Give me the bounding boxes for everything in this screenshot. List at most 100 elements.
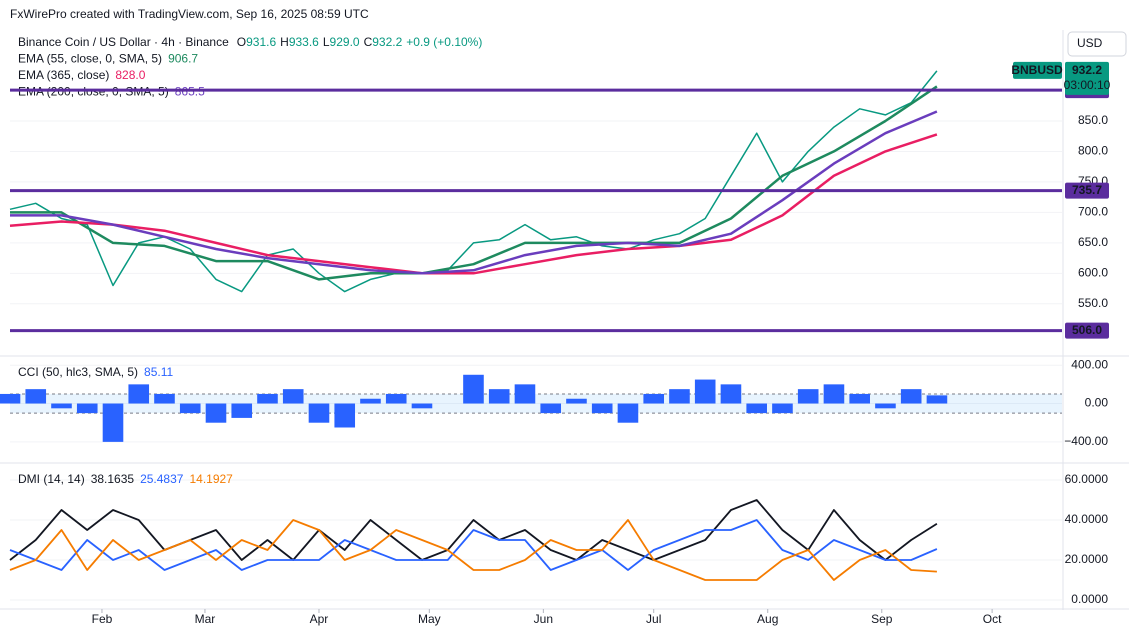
x-tick-label: Sep [871, 612, 893, 626]
y-tick-label: 650.0 [1078, 235, 1108, 249]
series-line [9, 133, 938, 275]
bar [385, 393, 407, 404]
ohlc-prefix: L [323, 35, 330, 49]
bar [900, 389, 922, 404]
bar [231, 403, 253, 418]
bar [540, 403, 562, 414]
y-tick-label: 0.0000 [1071, 592, 1108, 606]
y-tick-label: 550.0 [1078, 296, 1108, 310]
bar [720, 384, 742, 404]
bar [617, 403, 639, 423]
bar [51, 403, 72, 409]
bar [746, 403, 767, 414]
y-tick-label: 400.00 [1071, 357, 1108, 371]
bar [849, 393, 870, 404]
currency-box[interactable] [1067, 31, 1127, 57]
series-line [9, 519, 938, 571]
symbol-tag [1013, 61, 1062, 79]
attribution: FxWirePro created with TradingView.com, … [10, 7, 369, 21]
legend-title: CCI (50, hlc3, SMA, 5) 85.11 [18, 365, 174, 379]
bar [797, 389, 819, 404]
legend-value: 906.7 [168, 52, 198, 66]
legend-name: EMA (365, close) [18, 68, 109, 82]
bar [308, 403, 330, 423]
legend-value: 865.5 [175, 85, 205, 99]
bar [282, 389, 304, 404]
level-label: 506.0 [1072, 323, 1102, 337]
bar [257, 393, 278, 404]
ohlc-prefix: H [280, 35, 289, 49]
bar [360, 398, 381, 404]
y-tick-label: 700.0 [1078, 205, 1108, 219]
legend-value: 85.11 [144, 365, 173, 379]
bar [334, 403, 356, 428]
y-tick-label: 60.0000 [1065, 472, 1109, 486]
bar [411, 403, 433, 409]
y-tick-label: 0.00 [1085, 396, 1109, 410]
bar [772, 403, 793, 414]
ohlc-value: 933.6 [289, 35, 319, 49]
bar [0, 393, 21, 404]
x-tick-label: Aug [757, 612, 778, 626]
legend-title: DMI (14, 14) 38.1635 25.4837 14.1927 [18, 472, 233, 486]
change: +0.9 (+0.10%) [406, 35, 482, 49]
x-tick-label: Jul [646, 612, 661, 626]
legend-value: 25.4837 [140, 472, 184, 486]
bar [179, 403, 201, 414]
legend-title: Binance Coin / US Dollar · 4h · Binance O… [18, 35, 482, 49]
title: Binance Coin / US Dollar · 4h · Binance [18, 35, 229, 49]
level-tag [1065, 182, 1109, 199]
bar [488, 389, 510, 404]
y-tick-label: 600.0 [1078, 266, 1108, 280]
bar [154, 393, 175, 404]
y-tick-label: 850.0 [1078, 113, 1108, 127]
legend-entry: EMA (200, close, 0, SMA, 5) 865.5 [18, 85, 205, 99]
x-tick-label: Feb [92, 612, 113, 626]
bar [205, 403, 227, 423]
title: CCI (50, hlc3, SMA, 5) [18, 365, 138, 379]
legend-name: EMA (200, close, 0, SMA, 5) [18, 85, 169, 99]
bar [875, 403, 896, 409]
bar [76, 403, 98, 414]
level-label: 735.7 [1072, 183, 1102, 197]
ohlc-prefix: C [364, 35, 373, 49]
bar [128, 384, 150, 404]
x-tick-label: May [418, 612, 441, 626]
bar [643, 393, 665, 404]
legend-value: 828.0 [115, 68, 145, 82]
symbol-label: BNBUSD [1011, 63, 1063, 77]
legend-name: EMA (55, close, 0, SMA, 5) [18, 52, 162, 66]
ohlc-value: 932.2 [372, 35, 402, 49]
bar [463, 374, 484, 404]
legend-value: 14.1927 [189, 472, 233, 486]
legend-value: 38.1635 [91, 472, 135, 486]
legend-entry: EMA (365, close) 828.0 [18, 68, 146, 82]
y-tick-label: 800.0 [1078, 144, 1108, 158]
series-line [10, 85, 938, 281]
x-tick-label: Oct [983, 612, 1002, 626]
x-tick-label: Apr [310, 612, 329, 626]
price-label: 932.2 [1072, 63, 1102, 77]
bar [823, 384, 845, 404]
bar [25, 389, 47, 404]
y-tick-label: 20.0000 [1065, 552, 1109, 566]
ohlc-prefix: O [237, 35, 246, 49]
series-line [9, 519, 937, 581]
y-tick-label: −400.00 [1064, 434, 1108, 448]
bar [514, 384, 536, 404]
bar [566, 398, 587, 404]
price-tag [1065, 61, 1109, 95]
bar [926, 395, 948, 404]
series-line [10, 110, 938, 275]
bar [669, 389, 690, 404]
ohlc-value: 929.0 [330, 35, 360, 49]
y-tick-label: 40.0000 [1065, 512, 1109, 526]
x-tick-label: Jun [534, 612, 553, 626]
ohlc-value: 931.6 [246, 35, 276, 49]
bar [102, 403, 124, 442]
title: DMI (14, 14) [18, 472, 85, 486]
legend-entry: EMA (55, close, 0, SMA, 5) 906.7 [18, 52, 198, 66]
x-tick-label: Mar [195, 612, 216, 626]
bar [591, 403, 613, 414]
